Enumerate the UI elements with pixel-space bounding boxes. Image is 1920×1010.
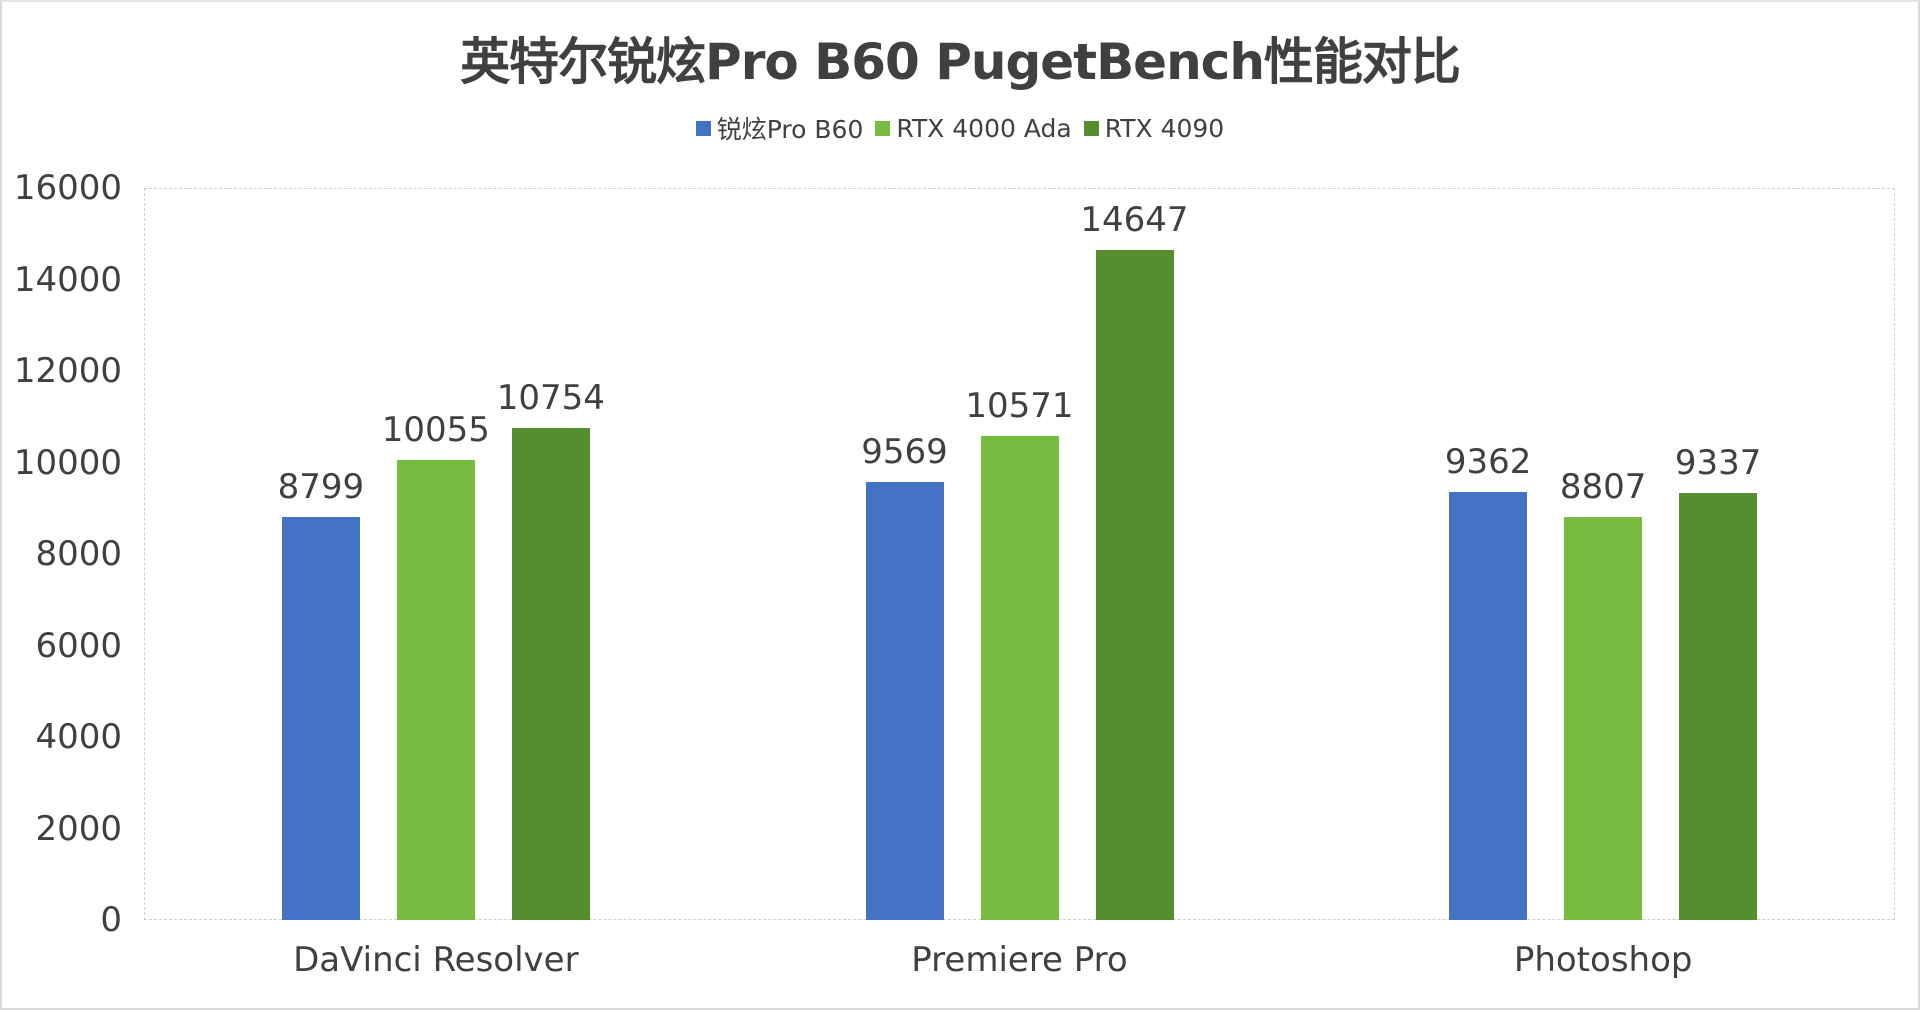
chart-legend: 锐炫Pro B60 RTX 4000 Ada RTX 4090	[0, 110, 1920, 146]
legend-label: RTX 4090	[1104, 113, 1225, 143]
bar-value-label: 8799	[277, 467, 365, 508]
bar	[396, 459, 475, 920]
bar-value-label: 10055	[381, 409, 490, 450]
legend-item-series-0: 锐炫Pro B60	[695, 110, 864, 146]
legend-swatch-icon	[695, 120, 711, 136]
legend-swatch-icon	[875, 120, 891, 136]
legend-label: 锐炫Pro B60	[716, 115, 864, 144]
bar-value-label: 9362	[1444, 441, 1532, 482]
y-tick-label: 8000	[35, 534, 122, 574]
bar-value-label: 9569	[861, 432, 948, 473]
chart-title: 英特尔锐炫Pro B60 PugetBench性能对比	[460, 33, 1461, 91]
bar	[281, 517, 360, 920]
y-tick-label: 12000	[13, 351, 122, 391]
bar-value-label: 10754	[496, 378, 605, 418]
x-category-label: DaVinci Resolver	[293, 940, 579, 980]
legend-swatch-icon	[1083, 120, 1099, 136]
legend-label: RTX 4000 Ada	[896, 113, 1072, 143]
y-tick-label: 6000	[35, 625, 122, 666]
bar	[1095, 249, 1174, 920]
bar-value-label: 10571	[965, 386, 1074, 427]
bar-value-label: 8807	[1559, 467, 1647, 508]
bar-value-label: 9337	[1674, 442, 1762, 483]
bar	[1564, 517, 1643, 920]
y-tick-label: 0	[100, 900, 122, 940]
y-tick-label: 2000	[35, 808, 122, 849]
x-category-label: Photoshop	[1513, 940, 1693, 980]
x-category-label: Premiere Pro	[911, 940, 1128, 980]
bar	[511, 428, 590, 920]
legend-item-series-1: RTX 4000 Ada	[875, 110, 1072, 146]
bar	[1679, 492, 1758, 920]
bar	[980, 436, 1059, 920]
bar	[1449, 491, 1528, 920]
y-tick-label: 4000	[35, 717, 122, 757]
y-tick-label: 16000	[13, 168, 122, 208]
bar-value-label: 14647	[1080, 199, 1189, 240]
y-tick-label: 10000	[13, 442, 122, 483]
bar	[865, 482, 944, 920]
y-tick-label: 14000	[13, 259, 122, 300]
legend-item-series-2: RTX 4090	[1083, 110, 1225, 146]
